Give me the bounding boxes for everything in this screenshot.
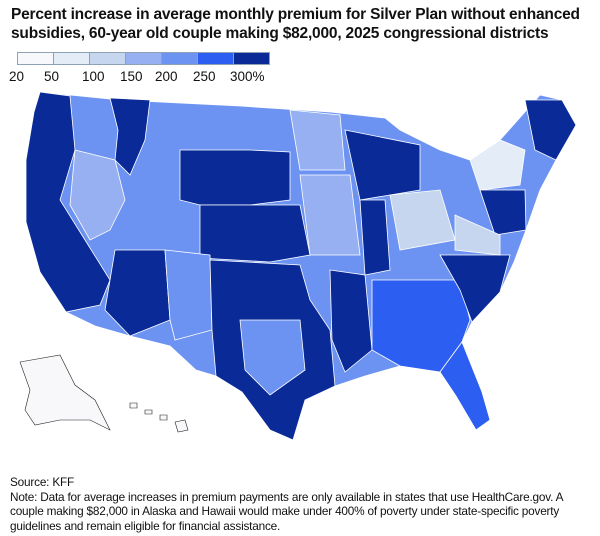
choropleth-map [19,91,577,441]
region-northeast [469,139,526,191]
region-texas-central [239,319,306,396]
region-hawaii-2 [144,409,153,415]
note-text: Note: Data for average increases in prem… [10,489,563,533]
legend-tick: 200 [155,69,178,84]
legend-swatch-20-50 [18,53,54,64]
region-wisconsin-michigan [344,129,421,201]
region-hawaii-1 [129,402,138,409]
legend-tick: 150 [120,69,143,84]
region-louisiana-arkansas [329,269,373,373]
legend-tick: 100 [82,69,105,84]
footer: Source: KFF Note: Data for average incre… [10,475,595,533]
region-new-mexico [164,249,213,341]
legend-swatch-100-150 [90,53,126,64]
region-iowa-missouri [299,174,361,256]
region-idaho-montana [109,97,151,176]
region-minnesota [289,109,346,171]
source-text: Source: KFF [10,475,75,489]
region-utah-nevada [69,149,126,241]
legend-tick: 50 [44,69,60,84]
legend-swatch-300-plus [234,53,269,64]
chart-title: Percent increase in average monthly prem… [11,6,580,42]
region-vermont-maine [524,99,577,161]
legend-swatch-250-300 [198,53,234,64]
region-florida [439,341,491,431]
region-alaska [19,354,111,431]
region-hawaii-4 [174,419,189,433]
color-legend [17,52,270,65]
legend-tick: 300% [230,69,265,84]
legend-tick: 20 [9,69,25,84]
legend-tick: 250 [193,69,216,84]
legend-swatch-150-200 [126,53,162,64]
region-hawaii-3 [159,414,168,421]
region-mid-atlantic [479,189,527,236]
legend-swatch-200-250 [162,53,198,64]
region-illinois [359,199,391,276]
region-wyoming-dakotas [179,149,291,206]
legend-swatch-50-100 [54,53,90,64]
region-virginia [454,214,501,256]
region-colorado-kansas [199,204,311,263]
